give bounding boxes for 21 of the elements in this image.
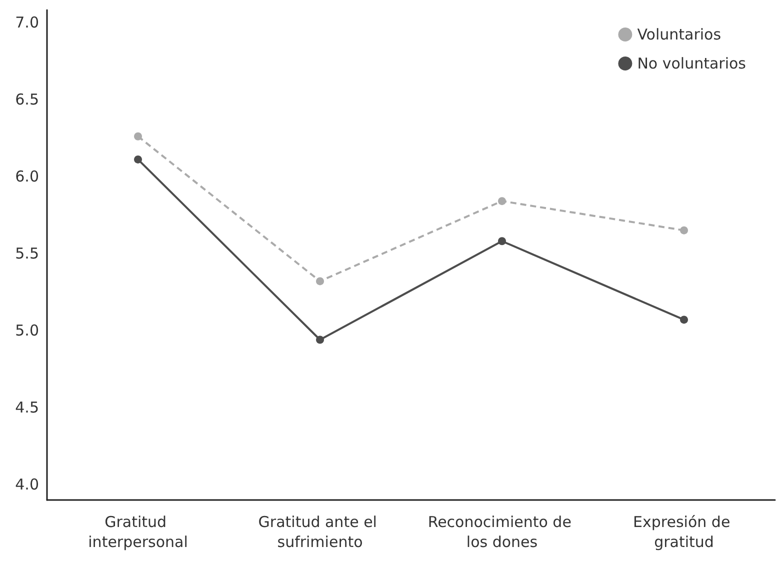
y-tick-label: 4.5 [15,398,39,417]
legend-label: Voluntarios [637,26,722,44]
y-tick-label: 5.0 [15,322,39,340]
point [498,237,506,246]
x-tick-label: Gratitud interpersonal [88,513,188,551]
legend-label: No voluntarios [637,54,746,72]
point [680,316,688,324]
y-tick-label: 6.5 [15,90,39,108]
y-tick-label: 7.0 [15,13,39,32]
y-tick-label: 6.0 [15,167,39,186]
x-tick-label: Expresión de gratitud [633,513,735,551]
point [498,197,506,206]
x-tick-label: Gratitud ante el sufrimiento [258,513,382,551]
y-tick-label: 5.5 [15,244,39,262]
y-tick-label: 4.0 [15,476,39,494]
point [680,226,688,234]
point [316,336,324,344]
point [134,155,142,164]
x-tick-label: Reconocimiento de los dones [428,513,576,551]
point [316,277,324,286]
point [134,132,142,140]
